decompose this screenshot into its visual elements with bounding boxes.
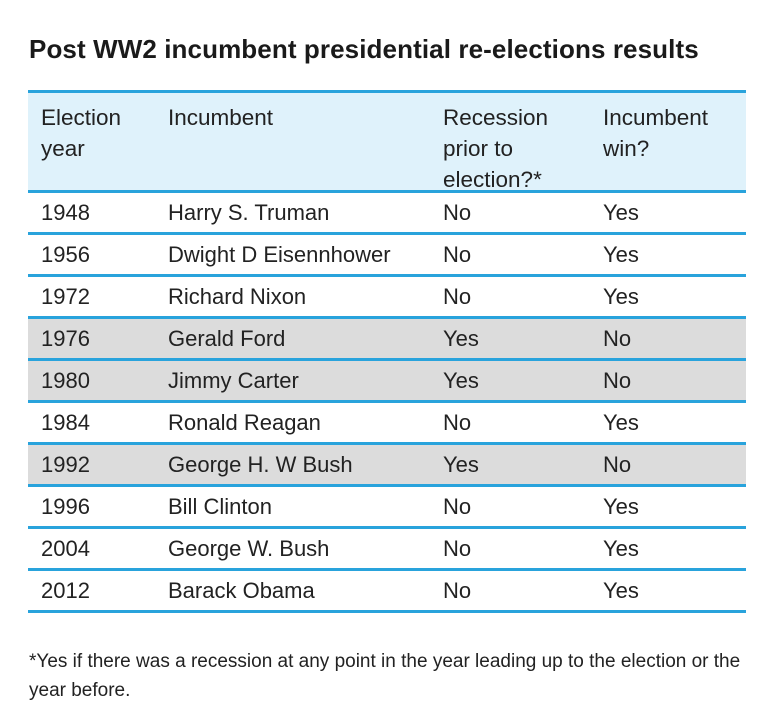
table-row: 1996 Bill Clinton No Yes <box>28 487 746 529</box>
incumbent-cell: Gerald Ford <box>168 325 286 351</box>
incumbent-cell: Barack Obama <box>168 577 315 603</box>
table-row: 1976 Gerald Ford Yes No <box>28 319 746 361</box>
recession-cell: No <box>443 409 472 435</box>
incumbent-cell: Bill Clinton <box>168 493 272 519</box>
year-cell: 1956 <box>41 241 90 267</box>
table-row: 1972 Richard Nixon No Yes <box>28 277 746 319</box>
incumbent-cell: Dwight D Eisennhower <box>168 241 391 267</box>
incumbent-cell: Jimmy Carter <box>168 367 299 393</box>
recession-cell: No <box>443 241 472 267</box>
recession-cell: No <box>443 577 472 603</box>
win-cell: No <box>603 325 632 351</box>
win-cell: Yes <box>603 241 639 267</box>
win-cell: Yes <box>603 409 639 435</box>
table-row: 2004 George W. Bush No Yes <box>28 529 746 571</box>
recession-cell: Yes <box>443 451 479 477</box>
column-header-incumbent-win: Incumbent win? <box>603 105 709 161</box>
incumbent-cell: Richard Nixon <box>168 283 307 309</box>
year-cell: 1992 <box>41 451 90 477</box>
win-cell: Yes <box>603 493 639 519</box>
column-header-election-year: Election year <box>41 105 122 161</box>
recession-cell: No <box>443 283 472 309</box>
win-cell: Yes <box>603 577 639 603</box>
win-cell: No <box>603 367 632 393</box>
incumbent-cell: George W. Bush <box>168 535 330 561</box>
results-table: Election year Incumbent Recession prior … <box>28 90 746 613</box>
win-cell: Yes <box>603 283 639 309</box>
year-cell: 2004 <box>41 535 90 561</box>
table-row: 1956 Dwight D Eisennhower No Yes <box>28 235 746 277</box>
year-cell: 1948 <box>41 199 90 225</box>
table-row: 1948 Harry S. Truman No Yes <box>28 193 746 235</box>
year-cell: 2012 <box>41 577 90 603</box>
table-row: 1984 Ronald Reagan No Yes <box>28 403 746 445</box>
table-row: 1992 George H. W Bush Yes No <box>28 445 746 487</box>
table-header-row: Election year Incumbent Recession prior … <box>28 90 746 193</box>
recession-cell: No <box>443 199 472 225</box>
table-row: 1980 Jimmy Carter Yes No <box>28 361 746 403</box>
incumbent-cell: George H. W Bush <box>168 451 353 477</box>
incumbent-cell: Harry S. Truman <box>168 199 330 225</box>
table-row: 2012 Barack Obama No Yes <box>28 571 746 613</box>
recession-cell: No <box>443 493 472 519</box>
year-cell: 1972 <box>41 283 90 309</box>
column-header-incumbent: Incumbent <box>168 105 274 130</box>
year-cell: 1976 <box>41 325 90 351</box>
footnote: *Yes if there was a recession at any poi… <box>29 651 741 701</box>
column-header-recession: Recession prior to election?* <box>443 105 549 192</box>
table-body: 1948 Harry S. Truman No Yes 1956 Dwight D Eis… <box>28 193 746 613</box>
win-cell: Yes <box>603 535 639 561</box>
recession-cell: Yes <box>443 367 479 393</box>
recession-cell: Yes <box>443 325 479 351</box>
page-title: Post WW2 incumbent presidential re-elect… <box>29 34 699 64</box>
year-cell: 1980 <box>41 367 90 393</box>
incumbent-cell: Ronald Reagan <box>168 409 321 435</box>
win-cell: No <box>603 451 632 477</box>
year-cell: 1984 <box>41 409 90 435</box>
recession-cell: No <box>443 535 472 561</box>
win-cell: Yes <box>603 199 639 225</box>
year-cell: 1996 <box>41 493 90 519</box>
